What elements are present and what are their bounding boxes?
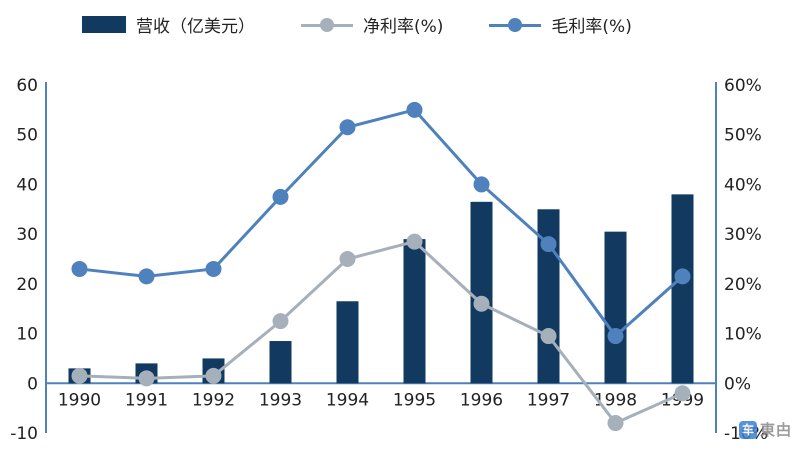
net-margin-marker bbox=[71, 367, 88, 384]
net-margin-marker bbox=[406, 233, 423, 250]
net-margin-marker bbox=[473, 295, 490, 312]
gross-margin-marker bbox=[674, 268, 691, 285]
gross-margin-marker bbox=[205, 260, 222, 277]
left-axis-tick-label: 20 bbox=[16, 275, 38, 295]
gross-margin-marker bbox=[71, 260, 88, 277]
left-axis-tick-label: 40 bbox=[16, 175, 38, 195]
net-margin-line-swatch bbox=[301, 16, 353, 34]
gross-margin-marker bbox=[272, 188, 289, 205]
gross-margin-marker bbox=[138, 268, 155, 285]
revenue-bar bbox=[336, 301, 359, 384]
watermark-text: 東甴 bbox=[759, 421, 792, 439]
gross-margin-marker bbox=[607, 328, 624, 345]
gross-margin-marker bbox=[406, 101, 423, 118]
x-axis-tick-label: 1998 bbox=[594, 390, 637, 410]
net-margin-marker bbox=[272, 313, 289, 330]
net-margin-marker bbox=[674, 385, 691, 402]
legend-label-revenue: 营收（亿美元） bbox=[136, 17, 255, 37]
legend-item-net-margin: 净利率(%) bbox=[301, 12, 443, 37]
net-margin-marker bbox=[339, 251, 356, 267]
gross-margin-line bbox=[79, 108, 684, 338]
gross-margin-marker bbox=[339, 119, 356, 136]
gross-margin-marker bbox=[540, 236, 557, 253]
watermark: 车 東甴 bbox=[738, 419, 792, 440]
x-axis-tick-label: 1992 bbox=[192, 390, 235, 410]
x-axis-tick-label: 1993 bbox=[259, 390, 302, 410]
legend-item-revenue: 营收（亿美元） bbox=[82, 12, 255, 37]
gross-margin-marker bbox=[473, 176, 490, 193]
x-axis-tick-label: 1997 bbox=[527, 390, 570, 410]
gross-margin-line-swatch bbox=[489, 16, 542, 34]
legend-label-net-margin: 净利率(%) bbox=[363, 17, 444, 37]
left-axis-tick-label: 50 bbox=[16, 126, 38, 146]
revenue-bar bbox=[604, 231, 627, 384]
right-axis-tick-label: 10% bbox=[724, 325, 762, 345]
revenue-bar-swatch bbox=[82, 16, 126, 33]
revenue-bar bbox=[470, 201, 493, 384]
legend-item-gross-margin: 毛利率(%) bbox=[489, 12, 632, 37]
net-margin-marker bbox=[540, 328, 557, 345]
legend-label-gross-margin: 毛利率(%) bbox=[551, 17, 632, 37]
right-axis-tick-label: 60% bbox=[724, 76, 762, 96]
left-axis-tick-label: 10 bbox=[16, 325, 38, 345]
chart-legend: 营收（亿美元） 净利率(%) 毛利率(%) bbox=[82, 12, 632, 37]
right-axis-tick-label: 30% bbox=[724, 225, 762, 245]
revenue-bar bbox=[671, 194, 694, 384]
revenue-bar bbox=[269, 341, 292, 384]
x-axis-tick-label: 1995 bbox=[393, 390, 436, 410]
right-axis-tick-label: 0% bbox=[724, 374, 751, 394]
left-axis-tick-label: 30 bbox=[16, 225, 38, 245]
right-axis-tick-label: 50% bbox=[724, 126, 762, 146]
net-margin-line bbox=[79, 240, 684, 425]
net-margin-marker bbox=[138, 370, 155, 387]
net-margin-marker bbox=[607, 415, 624, 432]
left-axis-tick-label: 60 bbox=[16, 76, 38, 96]
revenue-bar bbox=[403, 239, 426, 384]
x-axis-tick-label: 1991 bbox=[125, 390, 168, 410]
net-margin-marker bbox=[205, 367, 222, 384]
watermark-logo-icon: 车 bbox=[738, 420, 757, 439]
left-axis-tick-label: -10 bbox=[10, 424, 38, 444]
right-axis-tick-label: 20% bbox=[724, 275, 762, 295]
right-axis-tick-label: 40% bbox=[724, 175, 762, 195]
x-axis-tick-label: 1990 bbox=[58, 390, 101, 410]
left-axis-tick-label: 0 bbox=[27, 374, 38, 394]
x-axis-tick-label: 1996 bbox=[460, 390, 503, 410]
x-axis-tick-label: 1994 bbox=[326, 390, 369, 410]
